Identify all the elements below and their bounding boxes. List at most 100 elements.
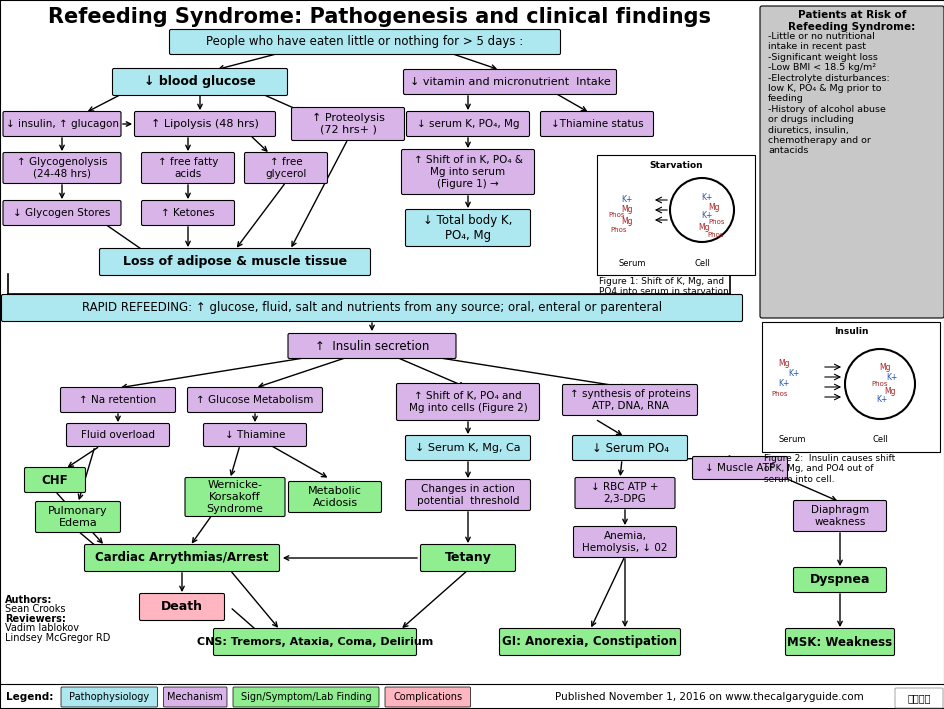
Text: RAPID REFEEDING: ↑ glucose, fluid, salt and nutrients from any source; oral, ent: RAPID REFEEDING: ↑ glucose, fluid, salt … [82, 301, 662, 315]
Text: Mg: Mg [884, 388, 895, 396]
FancyBboxPatch shape [99, 248, 370, 276]
Text: Fluid overload: Fluid overload [81, 430, 155, 440]
FancyBboxPatch shape [288, 333, 456, 359]
FancyBboxPatch shape [405, 209, 530, 247]
FancyBboxPatch shape [540, 111, 653, 137]
Text: Anemia,
Hemolysis, ↓ 02: Anemia, Hemolysis, ↓ 02 [582, 531, 667, 553]
FancyBboxPatch shape [36, 501, 121, 532]
Circle shape [669, 178, 733, 242]
Text: Mg: Mg [878, 362, 890, 372]
Text: Death: Death [160, 601, 203, 613]
FancyBboxPatch shape [784, 628, 894, 656]
Text: ↑  Insulin secretion: ↑ Insulin secretion [314, 340, 429, 352]
Text: MSK: Weakness: MSK: Weakness [786, 635, 892, 649]
FancyBboxPatch shape [597, 155, 754, 275]
FancyBboxPatch shape [187, 388, 322, 413]
Text: Dyspnea: Dyspnea [809, 574, 869, 586]
Text: Wernicke-
Korsakoff
Syndrome: Wernicke- Korsakoff Syndrome [207, 481, 263, 513]
Text: Figure 2:  Insulin causes shift
of K, Mg, and PO4 out of
serum into cell.: Figure 2: Insulin causes shift of K, Mg,… [763, 454, 894, 484]
FancyBboxPatch shape [244, 152, 328, 184]
Text: Phos: Phos [708, 219, 724, 225]
Text: ↑ Na retention: ↑ Na retention [79, 395, 157, 405]
Text: ↑ free fatty
acids: ↑ free fatty acids [158, 157, 218, 179]
FancyBboxPatch shape [562, 384, 697, 415]
FancyBboxPatch shape [793, 501, 885, 532]
FancyBboxPatch shape [405, 435, 530, 461]
Text: Sean Crooks: Sean Crooks [5, 604, 65, 614]
FancyBboxPatch shape [142, 201, 234, 225]
Text: Serum: Serum [617, 259, 645, 267]
Text: ↓ Muscle ATP: ↓ Muscle ATP [704, 463, 774, 473]
Text: ↓ vitamin and micronutrient  Intake: ↓ vitamin and micronutrient Intake [409, 77, 610, 87]
FancyBboxPatch shape [66, 423, 169, 447]
Text: Phos: Phos [610, 227, 627, 233]
FancyBboxPatch shape [420, 545, 515, 571]
FancyBboxPatch shape [134, 111, 276, 137]
Text: ↑ Glycogenolysis
(24-48 hrs): ↑ Glycogenolysis (24-48 hrs) [17, 157, 107, 179]
FancyBboxPatch shape [406, 111, 529, 137]
Text: ↑ Lipolysis (48 hrs): ↑ Lipolysis (48 hrs) [151, 119, 259, 129]
FancyBboxPatch shape [142, 152, 234, 184]
Text: ↑ synthesis of proteins
ATP, DNA, RNA: ↑ synthesis of proteins ATP, DNA, RNA [569, 389, 690, 411]
Text: Phos: Phos [707, 232, 723, 238]
FancyBboxPatch shape [894, 688, 942, 708]
Text: ↓ serum K, PO₄, Mg: ↓ serum K, PO₄, Mg [416, 119, 518, 129]
Text: K+: K+ [778, 379, 789, 389]
FancyBboxPatch shape [405, 479, 530, 510]
FancyBboxPatch shape [401, 150, 534, 194]
Text: ↓ blood glucose: ↓ blood glucose [144, 75, 256, 89]
Text: ↑ Proteolysis
(72 hrs+ ): ↑ Proteolysis (72 hrs+ ) [312, 113, 384, 135]
FancyBboxPatch shape [759, 6, 943, 318]
Text: ↓ Glycogen Stores: ↓ Glycogen Stores [13, 208, 110, 218]
FancyBboxPatch shape [185, 477, 285, 516]
Text: Phos: Phos [608, 212, 625, 218]
Text: Changes in action
potential  threshold: Changes in action potential threshold [416, 484, 518, 506]
FancyBboxPatch shape [3, 152, 121, 184]
Text: ↑ Shift of in K, PO₄ &
Mg into serum
(Figure 1) →: ↑ Shift of in K, PO₄ & Mg into serum (Fi… [413, 155, 522, 189]
Text: K+: K+ [787, 369, 799, 379]
Text: Legend:: Legend: [6, 692, 53, 702]
FancyBboxPatch shape [140, 593, 225, 620]
FancyBboxPatch shape [499, 628, 680, 656]
FancyBboxPatch shape [291, 108, 404, 140]
Text: -Little or no nutritional
intake in recent past
-Significant weight loss
-Low BM: -Little or no nutritional intake in rece… [767, 32, 889, 155]
FancyBboxPatch shape [163, 687, 227, 707]
FancyBboxPatch shape [573, 527, 676, 557]
Text: K+: K+ [620, 196, 632, 204]
FancyBboxPatch shape [203, 423, 306, 447]
FancyBboxPatch shape [396, 384, 539, 420]
Text: Pathophysiology: Pathophysiology [69, 692, 149, 702]
Text: Cardiac Arrythmias/Arrest: Cardiac Arrythmias/Arrest [95, 552, 268, 564]
FancyBboxPatch shape [692, 457, 786, 479]
FancyBboxPatch shape [3, 111, 121, 137]
Text: Authors:: Authors: [5, 595, 52, 605]
FancyBboxPatch shape [793, 567, 885, 593]
FancyBboxPatch shape [384, 687, 470, 707]
FancyBboxPatch shape [403, 69, 615, 94]
FancyBboxPatch shape [60, 388, 176, 413]
FancyBboxPatch shape [112, 69, 287, 96]
Text: ↑ Glucose Metabolism: ↑ Glucose Metabolism [196, 395, 313, 405]
Text: Phos: Phos [870, 381, 887, 387]
Text: Serum: Serum [778, 435, 805, 445]
Text: People who have eaten little or nothing for > 5 days :: People who have eaten little or nothing … [206, 35, 523, 48]
Text: ↑ Shift of K, PO₄ and
Mg into cells (Figure 2): ↑ Shift of K, PO₄ and Mg into cells (Fig… [408, 391, 527, 413]
FancyBboxPatch shape [572, 435, 687, 461]
Circle shape [844, 349, 914, 419]
FancyBboxPatch shape [2, 294, 742, 321]
Text: ↓ Serum K, Mg, Ca: ↓ Serum K, Mg, Ca [414, 443, 520, 453]
Text: Refeeding Syndrome: Pathogenesis and clinical findings: Refeeding Syndrome: Pathogenesis and cli… [48, 7, 711, 27]
Text: Reviewers:: Reviewers: [5, 614, 66, 624]
Text: ⒸⓈⒸⓈ: ⒸⓈⒸⓈ [906, 693, 930, 703]
Text: Insulin: Insulin [833, 328, 868, 337]
FancyBboxPatch shape [761, 322, 939, 452]
FancyBboxPatch shape [213, 628, 416, 656]
FancyBboxPatch shape [84, 545, 279, 571]
FancyBboxPatch shape [233, 687, 379, 707]
Text: Figure 1: Shift of K, Mg, and
PO4 into serum in starvation.: Figure 1: Shift of K, Mg, and PO4 into s… [598, 277, 731, 296]
Text: GI: Anorexia, Constipation: GI: Anorexia, Constipation [502, 635, 677, 649]
Text: ↓Thiamine status: ↓Thiamine status [550, 119, 643, 129]
Text: Complications: Complications [393, 692, 462, 702]
Text: Lindsey McGregor RD: Lindsey McGregor RD [5, 633, 110, 643]
Text: Sign/Symptom/Lab Finding: Sign/Symptom/Lab Finding [241, 692, 371, 702]
